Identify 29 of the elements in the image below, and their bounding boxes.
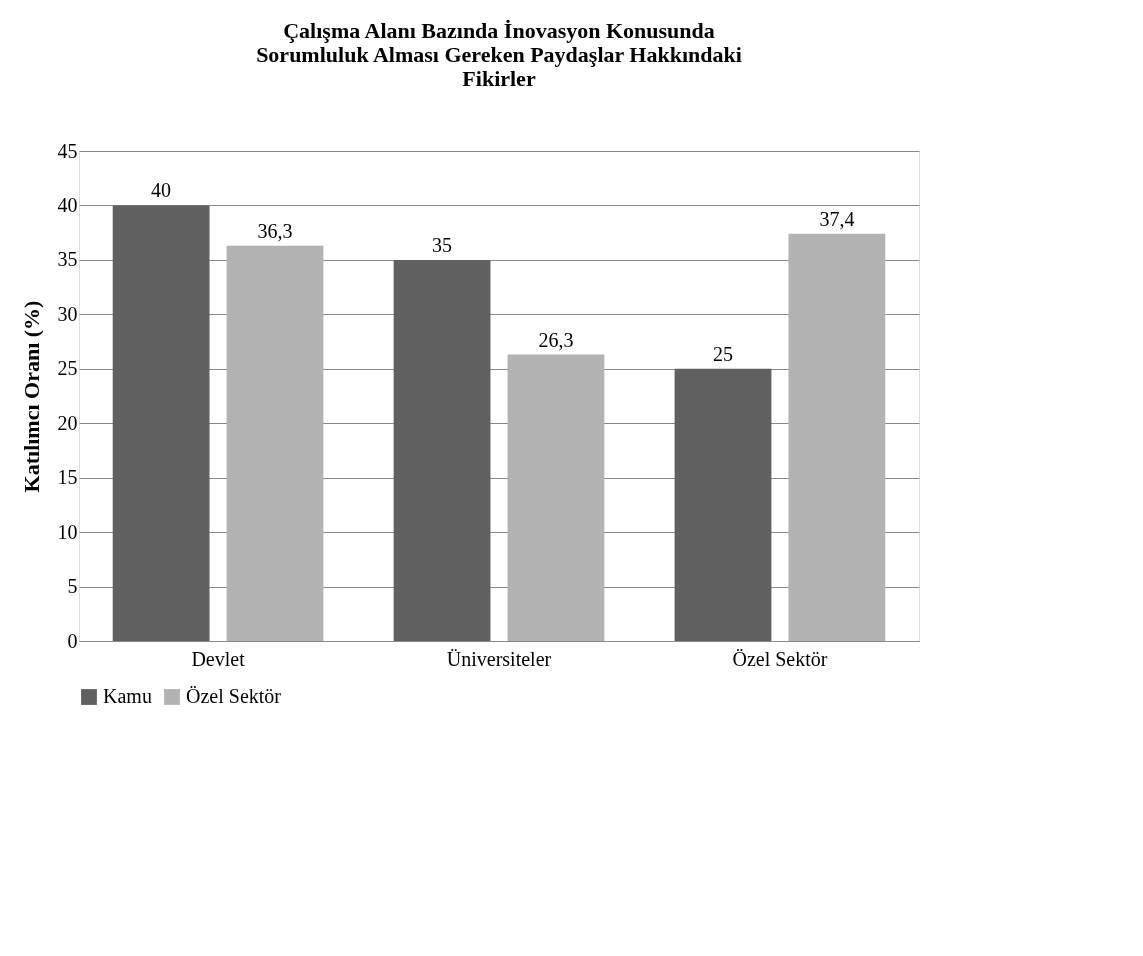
data-label: 25 [712, 342, 733, 365]
legend-label: Özel Sektör [186, 685, 282, 707]
y-tick-label: 25 [57, 357, 78, 380]
bar [112, 205, 210, 641]
data-label: 35 [432, 233, 453, 256]
x-tick-label: Üniversiteler [446, 647, 552, 670]
data-label: 40 [151, 179, 172, 202]
y-axis-title: Katılımcı Oranı (%) [18, 300, 44, 493]
legend-label: Kamu [103, 685, 152, 707]
y-tick-label: 5 [67, 575, 78, 598]
bar [507, 354, 605, 641]
y-tick-label: 40 [57, 193, 78, 216]
y-tick-label: 30 [57, 302, 78, 325]
y-tick-label: 15 [57, 466, 78, 489]
y-tick-label: 10 [57, 520, 78, 543]
y-tick-label: 20 [57, 411, 78, 434]
y-tick-label: 45 [57, 139, 78, 162]
x-tick-label: Özel Sektör [732, 647, 828, 670]
x-tick-label: Devlet [191, 647, 246, 670]
data-label: 26,3 [538, 328, 574, 351]
y-tick-label: 0 [67, 629, 78, 652]
bar [226, 245, 324, 641]
bar [393, 259, 491, 641]
data-label: 36,3 [257, 219, 293, 242]
bar [788, 233, 886, 641]
data-label: 37,4 [819, 207, 855, 230]
y-tick-label: 35 [57, 248, 78, 271]
chart-title: Çalışma Alanı Bazında İnovasyon Konusunda Sorumluluk Alması Gereken Paydaşlar Hakkındaki Fikirler [256, 18, 742, 91]
bar [674, 368, 772, 641]
